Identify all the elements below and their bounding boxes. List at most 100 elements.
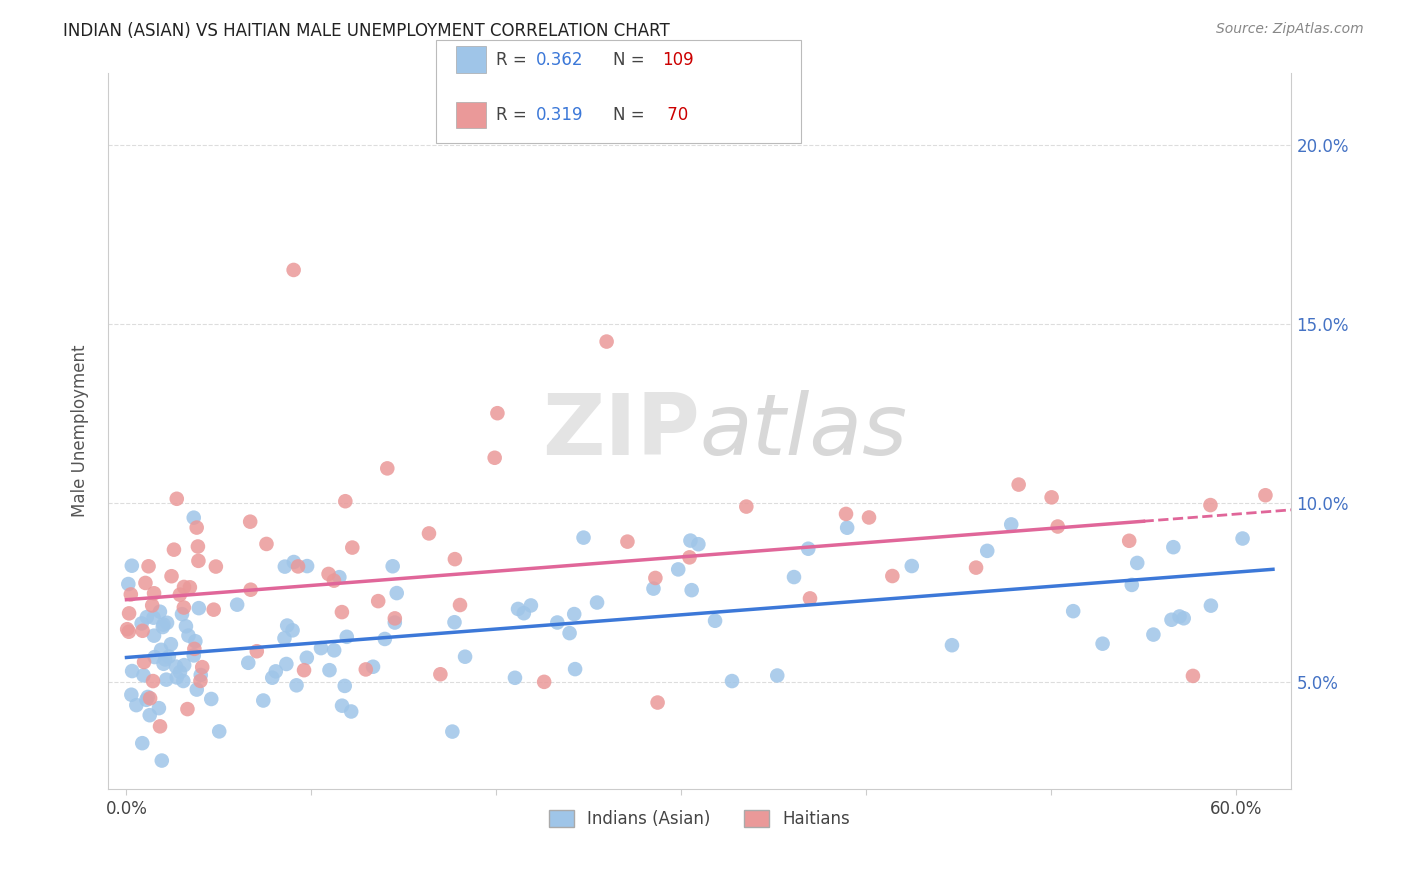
Point	[150, 754, 173, 768]
Point	[330, 605, 353, 619]
Point	[1181, 669, 1204, 683]
Point	[152, 620, 174, 634]
Point	[184, 634, 207, 648]
Point	[118, 624, 141, 639]
Point	[226, 598, 249, 612]
Text: 70: 70	[662, 106, 689, 124]
Point	[141, 599, 163, 613]
Point	[323, 643, 346, 657]
Point	[256, 537, 278, 551]
Point	[138, 559, 160, 574]
Point	[335, 494, 357, 508]
Point	[132, 668, 155, 682]
Point	[135, 693, 157, 707]
Point	[520, 599, 543, 613]
Point	[121, 664, 143, 678]
Point	[586, 595, 609, 609]
Point	[835, 507, 858, 521]
Point	[361, 659, 384, 673]
Point	[148, 701, 170, 715]
Point	[205, 559, 228, 574]
Point	[513, 606, 536, 620]
Point	[441, 724, 464, 739]
Point	[117, 577, 139, 591]
Text: atlas: atlas	[700, 390, 908, 473]
Point	[143, 586, 166, 600]
Point	[238, 656, 260, 670]
Point	[1142, 627, 1164, 641]
Point	[484, 450, 506, 465]
Point	[179, 580, 201, 594]
Point	[546, 615, 568, 630]
Point	[735, 500, 758, 514]
Point	[115, 622, 138, 636]
Point	[183, 648, 205, 663]
Point	[558, 626, 581, 640]
Point	[443, 615, 465, 630]
Text: R =: R =	[496, 51, 533, 69]
Point	[125, 698, 148, 713]
Point	[837, 521, 859, 535]
Point	[136, 690, 159, 704]
Point	[202, 602, 225, 616]
Point	[208, 724, 231, 739]
Point	[647, 696, 669, 710]
Point	[941, 638, 963, 652]
Point	[118, 607, 141, 621]
Point	[328, 570, 350, 584]
Point	[681, 583, 703, 598]
Point	[1168, 609, 1191, 624]
Point	[678, 550, 700, 565]
Point	[169, 665, 191, 679]
Point	[156, 615, 179, 630]
Text: N =: N =	[613, 51, 650, 69]
Point	[149, 605, 172, 619]
Point	[276, 618, 298, 632]
Point	[143, 629, 166, 643]
Point	[564, 662, 586, 676]
Point	[169, 588, 191, 602]
Point	[160, 637, 183, 651]
Point	[367, 594, 389, 608]
Point	[1232, 532, 1254, 546]
Point	[679, 533, 702, 548]
Point	[134, 576, 156, 591]
Point	[292, 663, 315, 677]
Point	[444, 552, 467, 566]
Point	[721, 674, 744, 689]
Point	[704, 614, 727, 628]
Point	[1160, 613, 1182, 627]
Point	[135, 610, 157, 624]
Point	[190, 673, 212, 688]
Point	[173, 600, 195, 615]
Point	[503, 671, 526, 685]
Point	[1121, 578, 1143, 592]
Point	[666, 562, 689, 576]
Point	[783, 570, 806, 584]
Point	[595, 334, 617, 349]
Point	[187, 554, 209, 568]
Point	[965, 560, 987, 574]
Point	[1199, 498, 1222, 512]
Point	[506, 602, 529, 616]
Point	[418, 526, 440, 541]
Legend: Indians (Asian), Haitians: Indians (Asian), Haitians	[543, 803, 856, 835]
Point	[323, 574, 346, 588]
Point	[336, 630, 359, 644]
Point	[276, 657, 298, 671]
Point	[1254, 488, 1277, 502]
Point	[976, 544, 998, 558]
Point	[1040, 491, 1063, 505]
Point	[1126, 556, 1149, 570]
Text: Source: ZipAtlas.com: Source: ZipAtlas.com	[1216, 22, 1364, 37]
Point	[882, 569, 904, 583]
Point	[183, 510, 205, 524]
Point	[643, 582, 665, 596]
Point	[330, 698, 353, 713]
Point	[354, 662, 377, 676]
Point	[160, 569, 183, 583]
Point	[766, 668, 789, 682]
Point	[644, 571, 666, 585]
Point	[285, 678, 308, 692]
Point	[1046, 519, 1069, 533]
